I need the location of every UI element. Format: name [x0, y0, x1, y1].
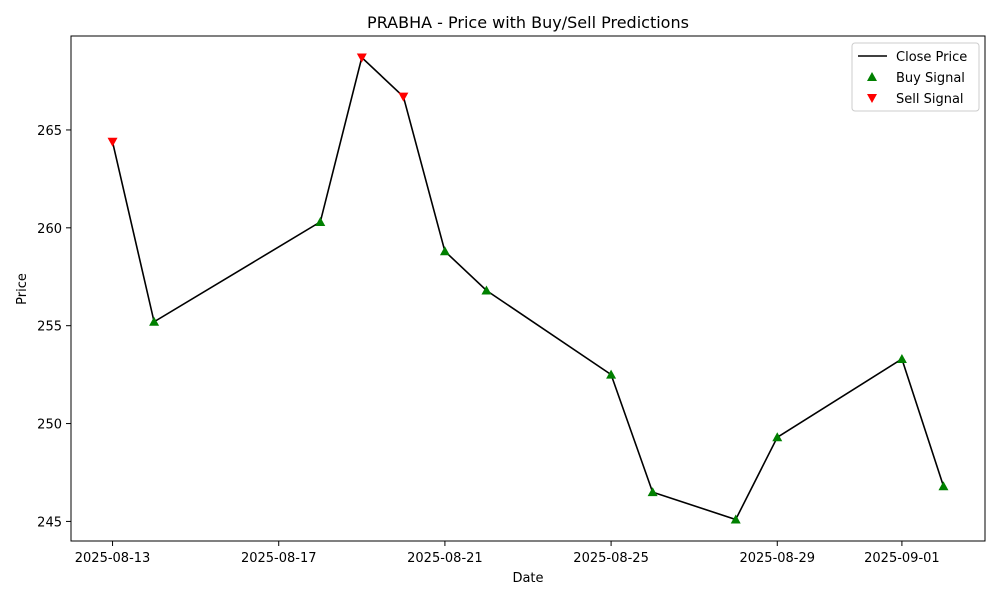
chart-title: PRABHA - Price with Buy/Sell Predictions — [367, 13, 689, 32]
buy-signal-marker — [730, 514, 741, 524]
x-tick-label: 2025-08-29 — [739, 551, 815, 566]
y-tick-label: 250 — [37, 418, 62, 433]
x-tick-label: 2025-08-13 — [75, 551, 151, 566]
y-tick-label: 265 — [37, 124, 62, 139]
legend: Close Price Buy Signal Sell Signal — [851, 42, 980, 112]
buy-signal-marker — [149, 316, 160, 326]
y-tick-label: 245 — [37, 515, 62, 530]
series-layer — [107, 53, 949, 524]
series-sell-signal — [107, 53, 409, 147]
legend-box — [851, 42, 980, 112]
x-tick-label: 2025-08-17 — [241, 551, 317, 566]
x-axis-title: Date — [512, 571, 543, 586]
legend-marker-swatch — [867, 94, 877, 103]
buy-signal-marker — [772, 432, 783, 442]
y-axis: 245 250 255 260 265 — [37, 124, 71, 530]
series-buy-signal — [149, 216, 949, 524]
buy-signal-marker — [315, 216, 326, 226]
sell-signal-marker — [356, 53, 367, 63]
x-tick-label: 2025-08-21 — [407, 551, 483, 566]
buy-signal-marker — [606, 369, 617, 379]
buy-signal-marker — [938, 481, 949, 491]
sell-signal-marker — [398, 92, 409, 102]
y-axis-title: Price — [15, 273, 30, 305]
legend-label: Sell Signal — [896, 92, 964, 107]
x-axis: 2025-08-13 2025-08-17 2025-08-21 2025-08-25… — [75, 541, 940, 566]
legend-marker-swatch — [867, 72, 877, 81]
buy-signal-marker — [439, 246, 450, 256]
buy-signal-marker — [896, 353, 907, 363]
buy-signal-marker — [647, 487, 658, 497]
y-tick-label: 260 — [37, 222, 62, 237]
y-tick-label: 255 — [37, 320, 62, 335]
x-tick-label: 2025-09-01 — [864, 551, 940, 566]
legend-label: Close Price — [896, 50, 967, 65]
sell-signal-marker — [107, 137, 118, 147]
plot-area — [70, 35, 986, 542]
x-tick-label: 2025-08-25 — [573, 551, 649, 566]
buy-signal-marker — [481, 285, 492, 295]
legend-label: Buy Signal — [896, 71, 965, 86]
